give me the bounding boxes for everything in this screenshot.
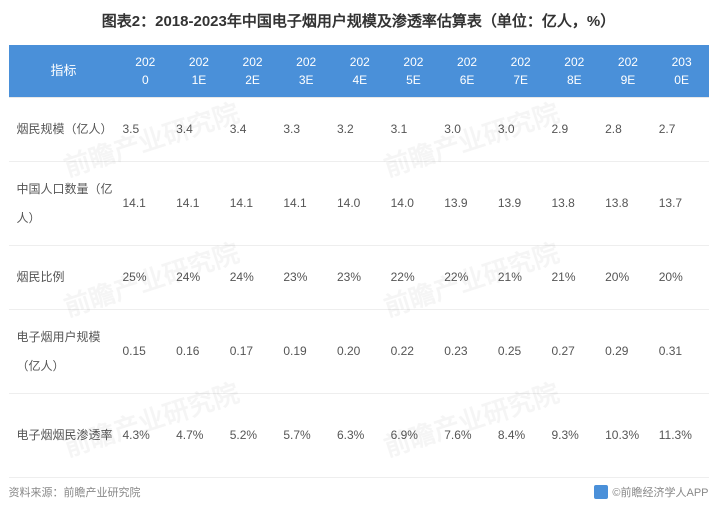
cell-value: 24% <box>172 246 226 310</box>
cell-value: 0.22 <box>387 310 441 394</box>
brand-logo-icon <box>594 485 608 499</box>
cell-value: 3.5 <box>119 98 173 162</box>
chart-title: 图表2：2018-2023年中国电子烟用户规模及渗透率估算表（单位：亿人，%） <box>0 0 717 45</box>
data-table: 指标 20202021E2022E2023E2024E2025E2026E202… <box>9 45 709 478</box>
cell-value: 0.29 <box>601 310 655 394</box>
cell-value: 21% <box>548 246 602 310</box>
cell-value: 14.1 <box>226 162 280 246</box>
col-indicator: 指标 <box>9 45 119 98</box>
cell-value: 9.3% <box>548 394 602 478</box>
cell-value: 10.3% <box>601 394 655 478</box>
cell-value: 4.3% <box>119 394 173 478</box>
cell-value: 0.15 <box>119 310 173 394</box>
cell-value: 22% <box>387 246 441 310</box>
cell-value: 3.0 <box>440 98 494 162</box>
cell-value: 0.25 <box>494 310 548 394</box>
cell-value: 14.1 <box>119 162 173 246</box>
cell-value: 3.4 <box>226 98 280 162</box>
table-row: 电子烟烟民渗透率4.3%4.7%5.2%5.7%6.3%6.9%7.6%8.4%… <box>9 394 709 478</box>
cell-value: 13.7 <box>655 162 709 246</box>
cell-value: 3.4 <box>172 98 226 162</box>
row-label: 烟民比例 <box>9 246 119 310</box>
cell-value: 3.0 <box>494 98 548 162</box>
copyright-text: ©前瞻经济学人APP <box>612 484 708 500</box>
cell-value: 20% <box>655 246 709 310</box>
cell-value: 0.19 <box>279 310 333 394</box>
col-year: 2027E <box>494 45 548 98</box>
col-year: 2025E <box>387 45 441 98</box>
cell-value: 0.20 <box>333 310 387 394</box>
table-row: 烟民比例25%24%24%23%23%22%22%21%21%20%20% <box>9 246 709 310</box>
cell-value: 3.1 <box>387 98 441 162</box>
col-year: 2024E <box>333 45 387 98</box>
cell-value: 6.3% <box>333 394 387 478</box>
cell-value: 14.1 <box>279 162 333 246</box>
cell-value: 22% <box>440 246 494 310</box>
cell-value: 0.31 <box>655 310 709 394</box>
col-year: 2020 <box>119 45 173 98</box>
table-row: 烟民规模（亿人）3.53.43.43.33.23.13.03.02.92.82.… <box>9 98 709 162</box>
col-year: 2030E <box>655 45 709 98</box>
cell-value: 14.1 <box>172 162 226 246</box>
table-row: 中国人口数量（亿人）14.114.114.114.114.014.013.913… <box>9 162 709 246</box>
table-row: 电子烟用户规模（亿人）0.150.160.170.190.200.220.230… <box>9 310 709 394</box>
footer: 资料来源：前瞻产业研究院 ©前瞻经济学人APP <box>9 484 709 500</box>
cell-value: 23% <box>333 246 387 310</box>
col-year: 2028E <box>548 45 602 98</box>
cell-value: 7.6% <box>440 394 494 478</box>
cell-value: 6.9% <box>387 394 441 478</box>
cell-value: 13.9 <box>494 162 548 246</box>
col-year: 2029E <box>601 45 655 98</box>
cell-value: 25% <box>119 246 173 310</box>
row-label: 烟民规模（亿人） <box>9 98 119 162</box>
cell-value: 8.4% <box>494 394 548 478</box>
cell-value: 14.0 <box>387 162 441 246</box>
row-label: 中国人口数量（亿人） <box>9 162 119 246</box>
cell-value: 14.0 <box>333 162 387 246</box>
cell-value: 0.27 <box>548 310 602 394</box>
col-year: 2026E <box>440 45 494 98</box>
cell-value: 2.9 <box>548 98 602 162</box>
cell-value: 2.8 <box>601 98 655 162</box>
cell-value: 0.17 <box>226 310 280 394</box>
col-year: 2023E <box>279 45 333 98</box>
cell-value: 20% <box>601 246 655 310</box>
row-label: 电子烟烟民渗透率 <box>9 394 119 478</box>
cell-value: 13.9 <box>440 162 494 246</box>
cell-value: 13.8 <box>548 162 602 246</box>
row-label: 电子烟用户规模（亿人） <box>9 310 119 394</box>
cell-value: 21% <box>494 246 548 310</box>
col-year: 2021E <box>172 45 226 98</box>
cell-value: 24% <box>226 246 280 310</box>
cell-value: 5.7% <box>279 394 333 478</box>
cell-value: 2.7 <box>655 98 709 162</box>
cell-value: 13.8 <box>601 162 655 246</box>
cell-value: 5.2% <box>226 394 280 478</box>
cell-value: 0.23 <box>440 310 494 394</box>
cell-value: 4.7% <box>172 394 226 478</box>
cell-value: 3.2 <box>333 98 387 162</box>
cell-value: 23% <box>279 246 333 310</box>
source-text: 资料来源：前瞻产业研究院 <box>9 484 141 500</box>
cell-value: 3.3 <box>279 98 333 162</box>
cell-value: 11.3% <box>655 394 709 478</box>
col-year: 2022E <box>226 45 280 98</box>
cell-value: 0.16 <box>172 310 226 394</box>
